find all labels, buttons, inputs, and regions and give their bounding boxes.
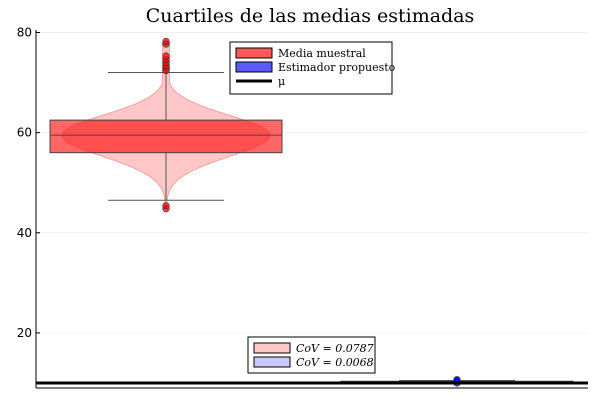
series-1-outlier-2 — [162, 202, 170, 210]
legend-label-3: μ — [278, 75, 285, 88]
cov-legend-swatch-1 — [253, 342, 291, 354]
y-tick-label-20: 20 — [17, 326, 32, 340]
plot-area — [36, 37, 588, 387]
y-tick-label-80: 80 — [17, 26, 32, 40]
y-tick-label-60: 60 — [17, 126, 32, 140]
legend-label-2: Estimador propuesto — [278, 61, 396, 74]
cov-legend-swatch-2 — [253, 356, 291, 368]
series-1-outlier-8 — [162, 52, 170, 60]
series-1-box — [49, 119, 283, 154]
y-tick-label-40: 40 — [17, 226, 32, 240]
axes: 20 40 60 80 — [17, 26, 588, 389]
legend-swatch-1 — [235, 47, 273, 59]
chart-title: Cuartiles de las medias estimadas — [146, 5, 475, 27]
legend-label-1: Media muestral — [278, 47, 366, 60]
cov-legend-label-2: CoV = 0.0068 — [296, 356, 374, 369]
series-1-outlier-10 — [162, 37, 170, 46]
legend-swatch-2 — [235, 61, 273, 73]
cov-legend-label-1: CoV = 0.0787 — [296, 342, 374, 355]
